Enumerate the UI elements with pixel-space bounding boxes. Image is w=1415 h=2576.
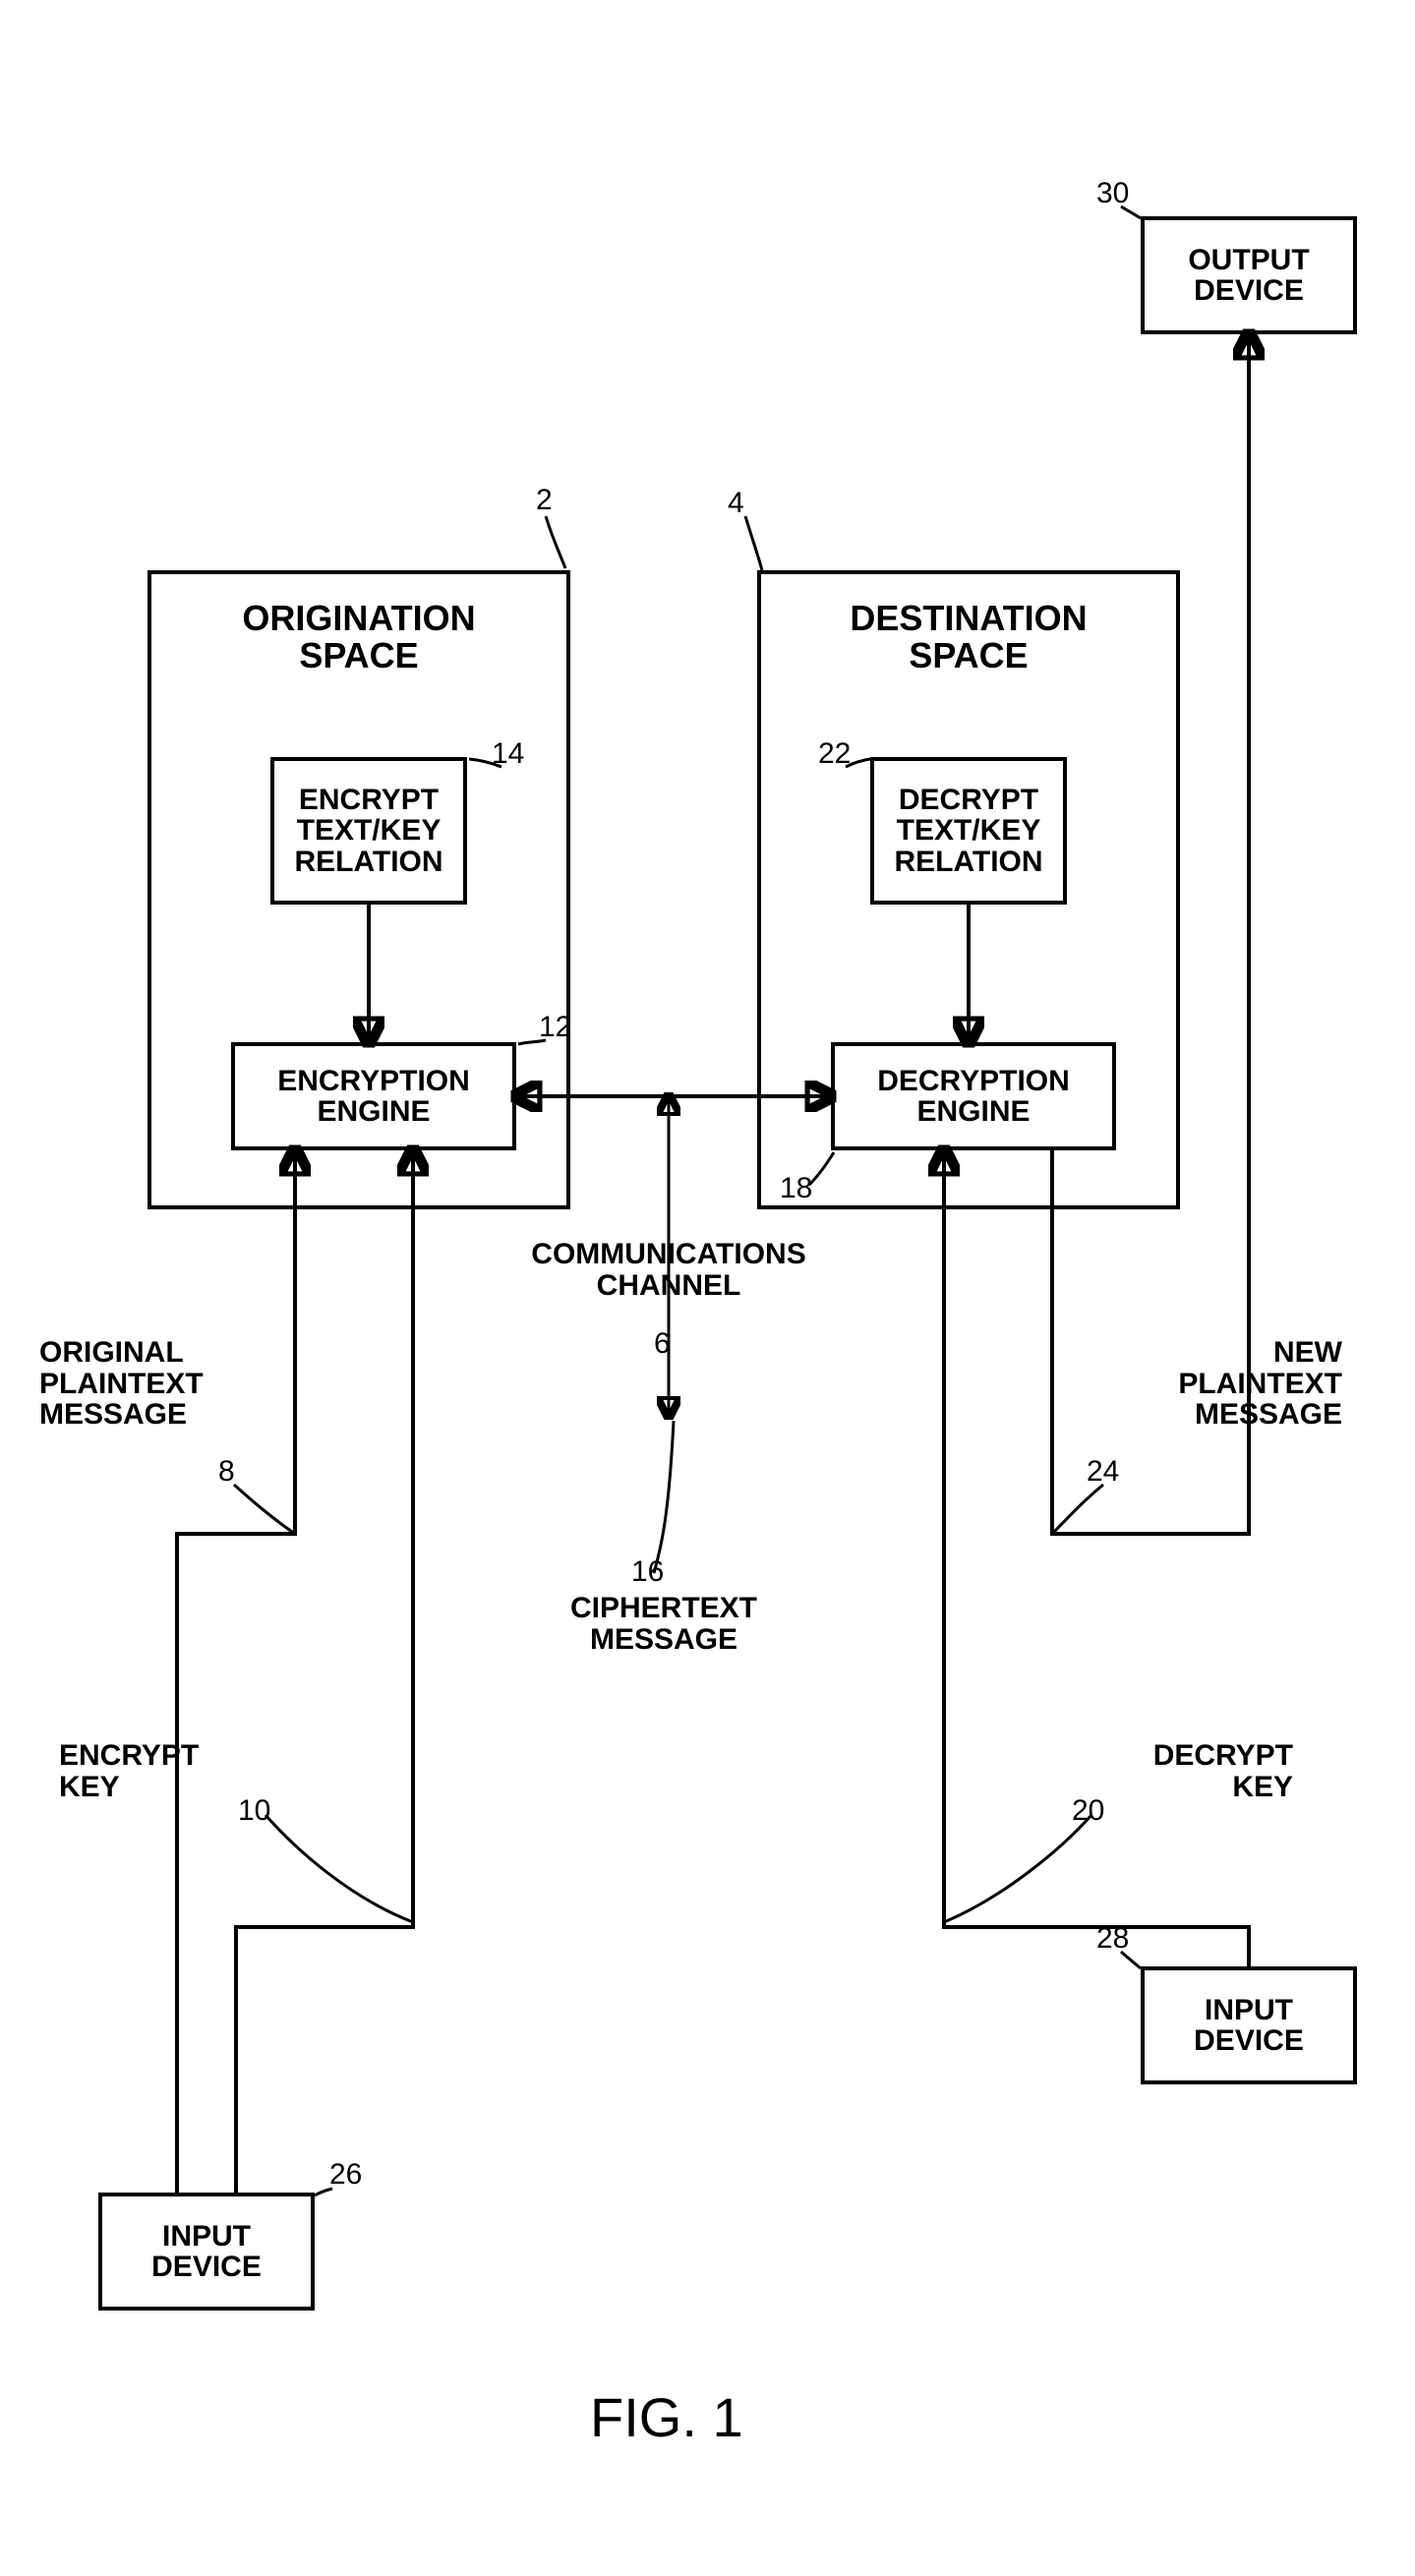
encryption-engine-box: ENCRYPTION ENGINE — [231, 1042, 516, 1150]
decrypt-key-label: DECRYPT KEY — [1116, 1740, 1293, 1802]
ref-4: 4 — [728, 487, 744, 520]
ref-22: 22 — [818, 737, 851, 771]
ref-16: 16 — [631, 1555, 664, 1589]
ref-30: 30 — [1096, 177, 1129, 210]
input-device-left-box: INPUT DEVICE — [98, 2193, 315, 2311]
decryption-engine-box: DECRYPTION ENGINE — [831, 1042, 1116, 1150]
ref-26: 26 — [329, 2158, 362, 2192]
ref-2: 2 — [536, 484, 553, 517]
encrypt-relation-box: ENCRYPT TEXT/KEY RELATION — [270, 757, 467, 905]
ciphertext-label: CIPHERTEXT MESSAGE — [526, 1593, 801, 1655]
figure-label: FIG. 1 — [590, 2389, 743, 2447]
ref-6: 6 — [654, 1327, 671, 1361]
output-device-box: OUTPUT DEVICE — [1141, 216, 1357, 334]
input-device-right-box: INPUT DEVICE — [1141, 1966, 1357, 2084]
original-plaintext-label: ORIGINAL PLAINTEXT MESSAGE — [39, 1337, 265, 1431]
ref-20: 20 — [1072, 1794, 1104, 1828]
ref-24: 24 — [1087, 1455, 1119, 1489]
comm-channel-label: COMMUNICATIONS CHANNEL — [487, 1239, 851, 1301]
new-plaintext-label: NEW PLAINTEXT MESSAGE — [1116, 1337, 1342, 1431]
destination-space-label: DESTINATION SPACE — [831, 600, 1106, 674]
decrypt-relation-box: DECRYPT TEXT/KEY RELATION — [870, 757, 1067, 905]
ref-14: 14 — [492, 737, 524, 771]
ref-18: 18 — [780, 1172, 812, 1205]
ref-12: 12 — [539, 1011, 571, 1044]
ref-8: 8 — [218, 1455, 235, 1489]
origination-space-label: ORIGINATION SPACE — [221, 600, 497, 674]
encrypt-key-label: ENCRYPT KEY — [59, 1740, 236, 1802]
ref-28: 28 — [1096, 1922, 1129, 1956]
ref-10: 10 — [238, 1794, 270, 1828]
